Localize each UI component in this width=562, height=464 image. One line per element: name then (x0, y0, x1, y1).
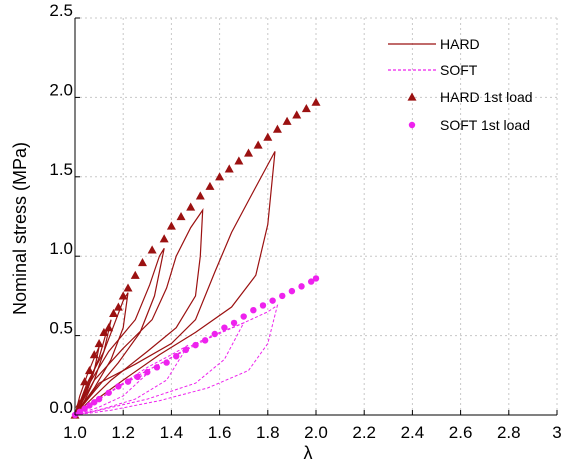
legend-marker (408, 121, 416, 129)
hard-first-load-point (159, 234, 169, 243)
y-axis-label: Nominal stress (MPa) (10, 142, 30, 315)
hard-first-load-point (311, 97, 321, 106)
soft-first-load-point (134, 373, 141, 381)
hard-first-load-point (272, 124, 282, 133)
soft-first-load-point (298, 283, 305, 290)
soft-first-load-point (124, 378, 132, 385)
soft-first-load-point (259, 302, 267, 309)
y-tick-label: 2.0 (49, 80, 73, 99)
x-axis-label: λ (304, 443, 313, 463)
hard-first-load-point (282, 116, 292, 125)
soft-first-load-point (312, 275, 320, 282)
hard-first-load-point (75, 399, 85, 408)
x-tick-label: 1.4 (160, 423, 184, 442)
x-tick-label: 2.0 (304, 423, 328, 442)
x-tick-label: 1.8 (256, 423, 280, 442)
soft-first-load-point (182, 346, 190, 354)
y-tick-label: 1.0 (49, 239, 73, 258)
hard-first-load-point (118, 291, 128, 300)
hard-first-load-point (253, 140, 263, 149)
hard-first-load-point (205, 181, 215, 190)
y-tick-label: 2.5 (49, 1, 73, 20)
soft-first-load-point (91, 399, 98, 406)
hard-first-load-point (301, 104, 311, 113)
hard-first-load-point (80, 377, 90, 386)
soft-first-load-point (240, 313, 247, 320)
legend: HARD SOFT HARD 1st load SOFT 1st load (388, 36, 533, 133)
x-tick-label: 1.2 (111, 423, 135, 442)
hard-first-load-point (234, 156, 244, 165)
legend-label: SOFT 1st load (440, 117, 530, 133)
hard-first-load-point (89, 350, 99, 359)
hard-first-load-point (186, 202, 196, 211)
axes: 1.0 1.2 1.4 1.6 1.8 2.0 2.2 2.4 2.6 2.8 3 0.0 0.5 1.0… (49, 1, 561, 442)
hard-first-load-point (195, 191, 205, 200)
soft-first-load-point (230, 319, 238, 327)
soft-first-load-point (288, 287, 296, 295)
hard-first-load-point (244, 148, 254, 157)
soft-first-load-point (95, 395, 103, 403)
legend-label: HARD (440, 36, 480, 52)
hard-first-load-point (147, 245, 157, 254)
y-tick-label: 0.5 (49, 319, 73, 338)
soft-first-load-point (250, 306, 257, 314)
legend-marker (407, 92, 417, 101)
soft-first-load-point (144, 368, 151, 376)
soft-first-load-point (201, 337, 209, 344)
y-tick-label: 1.5 (49, 160, 73, 179)
soft-first-load-point (81, 405, 88, 412)
hard-first-load-point (263, 132, 273, 141)
hard-first-load-point (109, 308, 119, 317)
soft-first-load-point (221, 324, 228, 331)
hard-first-load-point (130, 270, 140, 279)
legend-label: HARD 1st load (440, 89, 533, 105)
hard-first-load-point (84, 366, 94, 375)
soft-cycle-line (74, 304, 279, 416)
soft-first-load-point (115, 383, 122, 390)
x-tick-label: 3 (552, 423, 561, 442)
y-tick-label: 0.0 (49, 398, 73, 417)
hard-first-load-point (94, 339, 104, 348)
x-tick-label: 1.0 (63, 423, 87, 442)
x-tick-label: 2.8 (497, 423, 521, 442)
hard-first-load-point (166, 221, 176, 230)
x-tick-label: 2.2 (352, 423, 376, 442)
hard-first-load-point (137, 258, 147, 267)
hard-first-load-point (292, 110, 302, 119)
soft-first-load-point (153, 364, 161, 371)
soft-first-load-point (279, 292, 286, 300)
soft-first-load-point (76, 408, 84, 416)
hard-first-load-point (123, 283, 133, 292)
soft-first-load-point (192, 341, 199, 349)
x-tick-label: 2.6 (449, 423, 473, 442)
soft-first-load-point (163, 359, 170, 366)
legend-label: SOFT (440, 62, 478, 78)
hard-first-load-point (215, 172, 225, 181)
x-tick-label: 1.6 (208, 423, 232, 442)
hard-cycle-line (74, 247, 165, 416)
hard-cycle-line (74, 151, 276, 416)
soft-first-load-point (173, 353, 180, 360)
hard-first-load-point (113, 302, 123, 311)
hard-first-load-point (224, 164, 234, 173)
grid (75, 17, 558, 415)
soft-cycle-line (74, 373, 148, 416)
hard-first-load-point (104, 323, 114, 332)
soft-first-load-point (86, 402, 93, 409)
hard-first-load-point (176, 212, 186, 221)
soft-first-load-point (307, 278, 315, 285)
soft-first-load-point (105, 389, 112, 396)
hard-cycle-line (74, 208, 204, 416)
x-tick-label: 2.4 (401, 423, 425, 442)
soft-first-load-point (211, 330, 218, 338)
hard-first-load-point (99, 327, 109, 337)
soft-cycle-line (74, 344, 189, 416)
plot-area (70, 97, 321, 419)
soft-first-load-point (269, 297, 276, 304)
